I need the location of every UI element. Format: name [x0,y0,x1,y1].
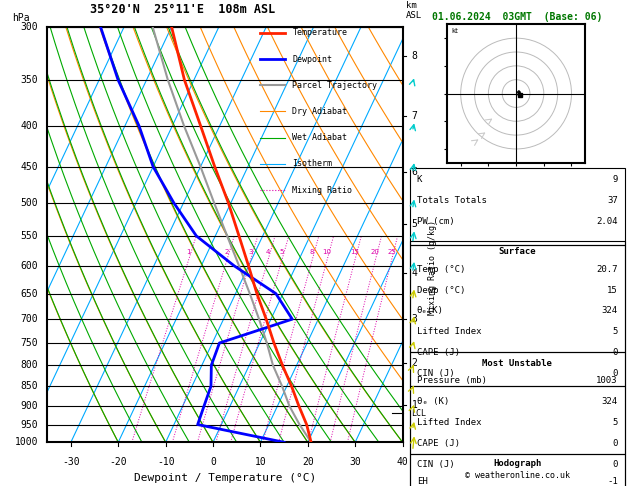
Text: 01.06.2024  03GMT  (Base: 06): 01.06.2024 03GMT (Base: 06) [432,12,603,22]
Text: 2: 2 [225,249,229,255]
Text: 0: 0 [613,460,618,469]
Text: 5: 5 [411,219,417,229]
Text: 850: 850 [21,381,38,391]
Bar [410,168,625,245]
Text: 300: 300 [21,22,38,32]
Text: 1: 1 [186,249,191,255]
Text: -1: -1 [607,477,618,486]
Text: 800: 800 [21,360,38,370]
Text: Parcel Trajectory: Parcel Trajectory [292,81,377,90]
Text: 950: 950 [21,419,38,430]
Text: EH: EH [417,477,428,486]
Text: 650: 650 [21,289,38,298]
Text: Wet Adiabat: Wet Adiabat [292,133,347,142]
Text: 20: 20 [371,249,380,255]
Text: -10: -10 [157,457,174,467]
Text: Totals Totals: Totals Totals [417,196,487,205]
Text: Dry Adiabat: Dry Adiabat [292,107,347,116]
Text: 20: 20 [302,457,314,467]
Text: 500: 500 [21,198,38,208]
Text: 25: 25 [387,249,396,255]
Text: θₑ(K): θₑ(K) [417,307,443,315]
Text: 350: 350 [21,75,38,85]
Text: 20.7: 20.7 [596,265,618,274]
Text: km
ASL: km ASL [406,1,422,20]
Text: 5: 5 [613,418,618,427]
Text: 5: 5 [613,328,618,336]
Text: 8: 8 [411,52,417,61]
Bar [410,352,625,454]
Text: 324: 324 [602,307,618,315]
Text: 0: 0 [613,369,618,378]
Text: 10: 10 [323,249,331,255]
Text: 750: 750 [21,338,38,348]
Text: kt: kt [451,29,458,35]
Text: 0: 0 [613,439,618,448]
Text: CAPE (J): CAPE (J) [417,348,460,357]
Text: θₑ (K): θₑ (K) [417,398,449,406]
Text: 400: 400 [21,121,38,131]
Text: Most Unstable: Most Unstable [482,359,552,368]
Text: 15: 15 [607,286,618,295]
Text: 10: 10 [255,457,266,467]
Text: 15: 15 [350,249,359,255]
Text: 3: 3 [248,249,253,255]
Text: 2.04: 2.04 [596,217,618,226]
Text: Lifted Index: Lifted Index [417,418,481,427]
Text: 4: 4 [266,249,270,255]
Text: CAPE (J): CAPE (J) [417,439,460,448]
Text: -30: -30 [62,457,80,467]
Text: Mixing Ratio (g/kg): Mixing Ratio (g/kg) [428,220,437,315]
Text: 2: 2 [411,358,417,368]
Text: 9: 9 [613,175,618,184]
Text: Dewpoint / Temperature (°C): Dewpoint / Temperature (°C) [134,473,316,484]
Text: 37: 37 [607,196,618,205]
Text: PW (cm): PW (cm) [417,217,455,226]
Text: © weatheronline.co.uk: © weatheronline.co.uk [465,471,570,480]
Text: Isotherm: Isotherm [292,159,332,168]
Text: Temp (°C): Temp (°C) [417,265,465,274]
Bar [410,245,625,386]
Text: 4: 4 [411,268,417,278]
Text: 5: 5 [280,249,284,255]
Text: 600: 600 [21,261,38,271]
Text: 30: 30 [349,457,361,467]
Text: Pressure (mb): Pressure (mb) [417,377,487,385]
Text: LCL: LCL [411,409,426,418]
Text: Mixing Ratio: Mixing Ratio [292,186,352,194]
Bar [410,454,625,486]
Text: 40: 40 [397,457,408,467]
Text: Surface: Surface [499,247,536,256]
Text: 324: 324 [602,398,618,406]
Text: 700: 700 [21,314,38,324]
Text: Temperature: Temperature [292,29,347,37]
Text: CIN (J): CIN (J) [417,460,455,469]
Text: 450: 450 [21,162,38,172]
Text: 6: 6 [411,167,417,177]
Text: CIN (J): CIN (J) [417,369,455,378]
Text: Lifted Index: Lifted Index [417,328,481,336]
Text: 550: 550 [21,231,38,241]
Text: 35°20'N  25°11'E  108m ASL: 35°20'N 25°11'E 108m ASL [89,3,275,17]
Text: Dewp (°C): Dewp (°C) [417,286,465,295]
Text: 0: 0 [613,348,618,357]
Text: K: K [417,175,422,184]
Text: 1000: 1000 [15,437,38,447]
Text: 900: 900 [21,401,38,411]
Text: Dewpoint: Dewpoint [292,54,332,64]
Text: 1: 1 [411,400,417,410]
Text: hPa: hPa [12,13,30,22]
Text: 1003: 1003 [596,377,618,385]
Bar [410,241,625,352]
Text: 0: 0 [210,457,216,467]
Text: 3: 3 [411,314,417,324]
Text: -20: -20 [109,457,127,467]
Text: Hodograph: Hodograph [493,459,542,469]
Bar [410,386,625,486]
Text: 7: 7 [411,111,417,122]
Text: 8: 8 [310,249,314,255]
